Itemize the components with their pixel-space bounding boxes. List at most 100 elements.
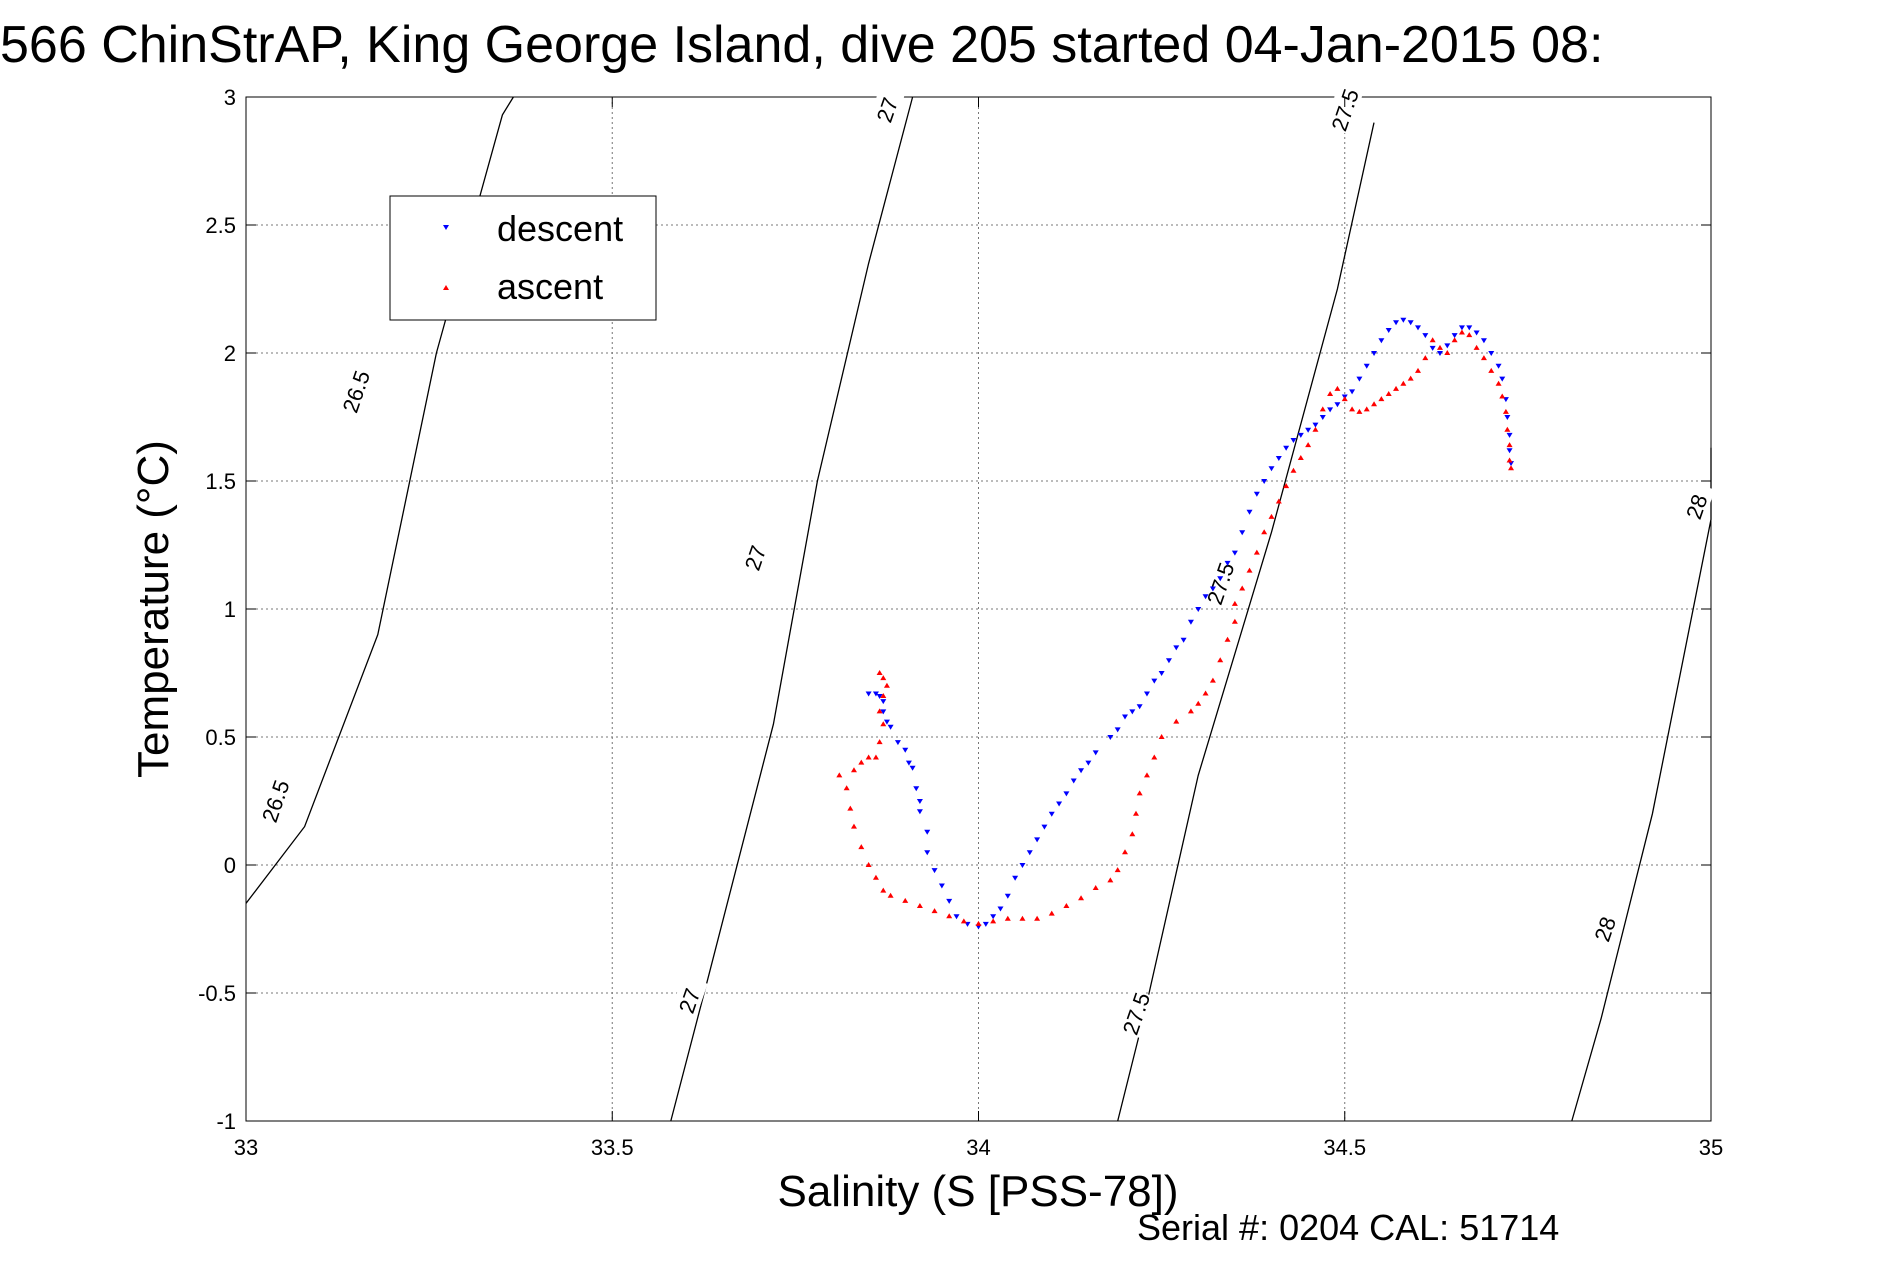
ascent-point (883, 682, 890, 688)
descent-point (909, 765, 916, 771)
descent-point (1012, 875, 1019, 881)
ascent-point (1393, 385, 1400, 391)
descent-point (1400, 317, 1407, 323)
ascent-point (1407, 375, 1414, 381)
descent-point (913, 786, 920, 792)
descent-point (1451, 333, 1458, 339)
y-tick-label: 1.5 (205, 469, 236, 494)
legend-marker-ascent (443, 285, 449, 290)
descent-point (924, 850, 931, 856)
ascent-point (1385, 390, 1392, 396)
descent-point (1078, 768, 1085, 774)
x-axis-label: Salinity (S [PSS-78]) (777, 1167, 1178, 1216)
descent-point (1480, 338, 1487, 344)
y-tick-label: -0.5 (198, 981, 236, 1006)
contour-label-bg (1675, 481, 1715, 532)
descent-point (1349, 389, 1356, 395)
ascent-point (1371, 401, 1378, 407)
ascent-point (1151, 754, 1158, 760)
ascent-point (1319, 406, 1326, 412)
descent-point (1209, 586, 1216, 592)
descent-point (1488, 351, 1495, 356)
descent-point (1422, 333, 1429, 339)
descent-point (1253, 491, 1260, 497)
legend-label-descent: descent (497, 208, 623, 249)
ascent-point (1034, 915, 1041, 921)
ascent-point (1502, 408, 1509, 414)
descent-point (1085, 760, 1092, 766)
ascent-point (1231, 618, 1238, 624)
ascent-point (1209, 677, 1216, 683)
ascent-point (865, 754, 872, 760)
legend-marker-descent (443, 225, 449, 230)
descent-point (1165, 658, 1172, 664)
ascent-point (850, 823, 857, 829)
ascent-point (1378, 396, 1385, 402)
descent-point (1495, 363, 1502, 369)
ascent-point (1132, 810, 1139, 816)
ascent-point (1202, 690, 1209, 696)
ascent-point (1048, 910, 1055, 916)
descent-point (894, 740, 901, 746)
descent-point (1114, 727, 1121, 733)
ascent-point (1480, 355, 1487, 361)
ascent-point (1297, 454, 1304, 460)
descent-point (924, 829, 931, 835)
ascent-point (990, 918, 997, 924)
descent-point (1136, 704, 1143, 710)
descent-point (902, 747, 909, 753)
descent-point (1026, 850, 1033, 856)
chart-title: 566 ChinStrAP, King George Island, dive … (0, 16, 1603, 74)
data-series (836, 317, 1515, 930)
descent-point (1048, 811, 1055, 817)
ascent-point (960, 918, 967, 924)
descent-point (916, 809, 923, 815)
ascent-point (1290, 467, 1297, 473)
ascent-point (1458, 329, 1465, 335)
descent-point (1261, 479, 1268, 484)
descent-point (1312, 422, 1319, 428)
descent-point (1122, 714, 1128, 720)
ascent-point (1415, 367, 1421, 373)
y-tick-label: 2 (224, 341, 236, 366)
ascent-point (916, 902, 923, 908)
ascent-point (1451, 337, 1458, 343)
ascent-point (1466, 332, 1473, 338)
ascent-point (1436, 344, 1443, 350)
descent-point (1297, 432, 1304, 438)
descent-point (1092, 750, 1099, 756)
ascent-point (858, 844, 865, 850)
ascent-point (865, 862, 872, 867)
descent-point (1415, 325, 1421, 331)
descent-point (1506, 432, 1513, 438)
descent-point (1173, 645, 1180, 651)
descent-point (931, 868, 938, 874)
descent-point (1466, 325, 1473, 331)
contour-label-bg (866, 84, 906, 135)
descent-point (1407, 320, 1414, 326)
ascent-point (1078, 895, 1085, 901)
descent-point (1290, 438, 1297, 444)
ascent-point (1122, 849, 1128, 855)
ascent-point (1275, 498, 1282, 504)
descent-point (1363, 363, 1370, 369)
descent-point (953, 914, 960, 920)
ascent-point (1495, 380, 1502, 386)
contour-label-bg (1324, 84, 1364, 135)
ascent-point (876, 708, 883, 714)
ascent-point (1143, 772, 1150, 778)
ascent-point (1019, 915, 1026, 921)
descent-point (1239, 530, 1246, 536)
y-tick-label: 3 (224, 85, 236, 110)
y-tick-label: 1 (224, 597, 236, 622)
ascent-point (858, 759, 865, 765)
descent-point (1034, 837, 1041, 843)
descent-point (1283, 445, 1290, 451)
ascent-point (1092, 885, 1099, 891)
ascent-point (1363, 406, 1370, 412)
descent-point (1458, 325, 1465, 331)
descent-point (1195, 607, 1202, 612)
descent-point (1385, 327, 1392, 333)
ascent-point (1499, 393, 1506, 399)
ascent-point (1504, 426, 1511, 432)
